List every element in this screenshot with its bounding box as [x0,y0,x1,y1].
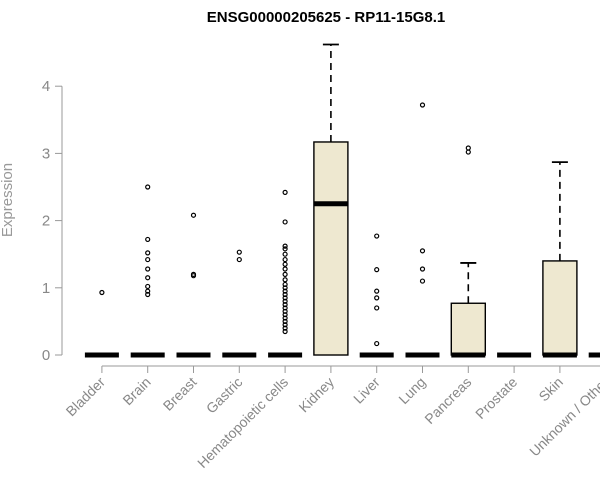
outlier-point-1 [282,325,288,331]
outlier-point-12 [282,288,288,294]
chart-title: ENSG00000205625 - RP11-15G8.1 [207,9,446,26]
x-tick-label-8: Pancreas [421,374,474,427]
x-tick-label-2: Breast [160,374,200,414]
outlier-point-17 [282,266,288,272]
box-unknown-other [588,352,600,358]
outlier-point-13 [282,285,288,291]
x-tick-label-4: Hematopoietic cells [194,374,291,471]
box-breast [176,212,211,358]
outlier-point-0 [374,340,380,347]
outlier-point-8 [145,184,151,190]
box-hematopoietic-cells [268,189,303,358]
box-bladder [84,289,119,358]
outlier-point-14 [282,281,288,288]
outlier-point-9 [282,298,288,304]
outlier-point-8 [282,302,288,308]
outlier-point-23 [282,219,288,225]
outlier-point-6 [282,308,288,314]
outlier-point-24 [282,189,288,195]
outlier-point-0 [465,149,471,155]
y-tick-label-1: 1 [42,280,50,297]
outlier-point-1 [419,266,426,272]
y-tick-label-0: 0 [42,347,50,364]
outlier-point-1 [145,288,151,294]
box-kidney [313,43,349,356]
box-brain [130,184,165,358]
outlier-point-20 [282,251,288,257]
outlier-point-1 [374,305,380,311]
outlier-point-3 [419,102,426,108]
x-tick-label-6: Liver [350,374,383,407]
outlier-point-19 [282,256,288,263]
outlier-point-2 [145,283,151,290]
outlier-point-0 [145,291,151,298]
outlier-point-18 [282,261,288,267]
outlier-point-2 [374,295,380,301]
box-lung [405,102,440,358]
box-gastric [222,249,257,358]
y-tick-label-4: 4 [42,78,50,95]
box-liver [359,233,394,358]
outlier-point-7 [282,305,288,311]
y-tick-label-3: 3 [42,145,50,162]
outlier-point-3 [374,288,380,294]
box-pancreas [450,145,486,358]
outlier-point-4 [282,315,288,321]
y-axis: 0 1 2 3 4 [42,78,63,364]
x-tick-label-1: Brain [119,374,153,408]
outlier-point-15 [282,277,288,283]
outlier-point-21 [282,246,288,252]
x-tick-label-0: Bladder [63,374,109,420]
outlier-point-0 [419,278,426,284]
outlier-point-2 [419,248,426,254]
box-rect [450,302,486,356]
outlier-point-3 [145,275,151,281]
outlier-point-6 [145,250,151,256]
outlier-point-5 [282,312,288,318]
outlier-point-1 [236,249,242,255]
outlier-point-10 [282,295,288,301]
box-skin [542,161,578,358]
outlier-point-3 [282,318,288,324]
outlier-point-5 [374,233,380,239]
outlier-point-1 [465,145,471,151]
box-rect [313,141,349,356]
boxes [84,43,600,358]
x-tick-label-3: Gastric [203,374,246,417]
outlier-point-1 [190,271,197,277]
outlier-point-16 [282,271,288,277]
y-tick-label-2: 2 [42,213,50,230]
x-tick-label-9: Prostate [472,374,520,422]
x-tick-label-5: Kidney [295,374,337,416]
outlier-point-5 [145,256,151,263]
outlier-point-2 [190,212,197,218]
x-tick-label-10: Skin [535,374,566,405]
outlier-point-0 [99,289,105,296]
outlier-point-0 [282,328,288,335]
x-tick-label-7: Lung [395,374,428,407]
outlier-point-4 [374,267,380,273]
outlier-point-7 [145,236,151,243]
outlier-point-22 [282,243,288,249]
outlier-point-0 [236,256,242,263]
outlier-point-4 [145,266,151,272]
outlier-point-2 [282,322,288,328]
box-rect [542,260,578,356]
outlier-point-11 [282,291,288,298]
y-axis-label: Expression [0,163,16,237]
